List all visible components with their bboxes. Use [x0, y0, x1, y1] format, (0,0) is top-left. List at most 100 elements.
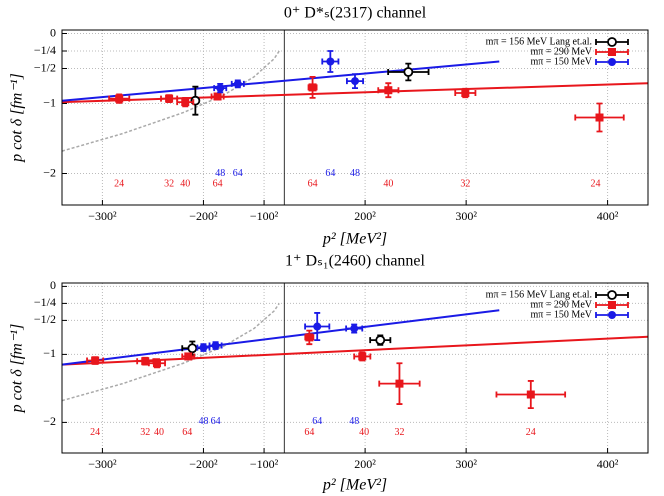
- volume-label: 64: [308, 178, 318, 189]
- y-tick-label: −1/2: [34, 60, 56, 74]
- x-tick-label: 400²: [597, 209, 619, 223]
- legend-label: mπ = 290 MeV: [530, 299, 592, 310]
- volume-label: 64: [233, 168, 243, 179]
- point: [308, 83, 317, 92]
- bound-state-curve: [61, 302, 280, 402]
- point: [216, 84, 225, 93]
- fit-line: [61, 60, 500, 102]
- x-tick-label: 300²: [455, 457, 477, 471]
- y-tick-label: 0: [50, 25, 56, 39]
- volume-label: 48: [350, 168, 360, 179]
- volume-label: 24: [90, 427, 100, 438]
- x-tick-label: −300²: [88, 209, 117, 223]
- legend-label: mπ = 150 MeV: [530, 56, 592, 67]
- y-tick-label: −1: [43, 346, 56, 360]
- volume-label: 40: [383, 178, 393, 189]
- legend-symbol: [608, 48, 616, 56]
- point: [384, 86, 393, 95]
- legend-label: mπ = 290 MeV: [530, 46, 592, 57]
- y-tick-label: −1: [43, 95, 56, 109]
- panel: 1⁺ Dₛ₁(2460) channel p² [MeV²] p cot δ [fm…: [9, 253, 649, 494]
- volume-label: 32: [394, 427, 404, 438]
- legend-symbol: [608, 301, 616, 309]
- volume-label: 64: [312, 416, 322, 427]
- volume-label: 32: [140, 427, 150, 438]
- volume-label: 40: [359, 427, 369, 438]
- volume-label: 24: [114, 178, 124, 189]
- point: [326, 57, 335, 66]
- fit-line: [61, 82, 649, 104]
- panel: 0⁺ D*ₛ(2317) channel p² [MeV²] p cot δ [fm…: [9, 5, 649, 248]
- point: [199, 343, 208, 352]
- volume-label: 64: [182, 427, 192, 438]
- point: [211, 341, 220, 350]
- point: [461, 89, 470, 97]
- legend-label: mπ = 150 MeV: [530, 309, 592, 320]
- legend-symbol: [607, 37, 617, 47]
- y-tick-label: −1/2: [34, 312, 56, 326]
- x-tick-label: 200²: [354, 457, 376, 471]
- fit-line: [61, 309, 500, 366]
- point: [526, 390, 535, 399]
- point: [184, 352, 193, 361]
- point: [152, 359, 161, 368]
- volume-label: 24: [590, 178, 600, 189]
- legend-symbol: [607, 290, 617, 300]
- x-tick-label: 400²: [597, 457, 619, 471]
- point: [181, 98, 190, 107]
- volume-label: 32: [164, 178, 174, 189]
- volume-label: 32: [460, 178, 470, 189]
- point: [187, 343, 198, 354]
- volume-label: 64: [325, 168, 335, 179]
- point: [375, 335, 386, 346]
- point: [165, 94, 174, 103]
- y-tick-label: −1/4: [34, 43, 56, 57]
- y-tick-label: −2: [43, 165, 56, 179]
- x-tick-label: −100²: [250, 457, 279, 471]
- point: [351, 77, 359, 86]
- plot-frame: [61, 29, 649, 206]
- volume-label: 64: [213, 178, 223, 189]
- volume-label: 40: [180, 178, 190, 189]
- x-tick-label: 300²: [455, 209, 477, 223]
- y-axis-label: p cot δ [fm⁻¹]: [9, 73, 26, 163]
- point: [91, 356, 100, 365]
- y-tick-label: 0: [50, 278, 56, 292]
- point: [115, 94, 124, 103]
- volume-label: 24: [526, 427, 536, 438]
- point: [358, 352, 367, 361]
- volume-label: 40: [154, 427, 164, 438]
- point: [395, 379, 404, 388]
- point: [233, 79, 242, 88]
- chart-title: 0⁺ D*ₛ(2317) channel: [284, 5, 427, 22]
- legend-symbol: [608, 58, 616, 66]
- point: [403, 67, 414, 77]
- x-tick-label: −100²: [250, 209, 279, 223]
- legend-label: mπ = 156 MeV Lang et.al.: [486, 36, 592, 47]
- y-axis-label: p cot δ [fm⁻¹]: [9, 324, 26, 414]
- x-tick-label: 200²: [354, 209, 376, 223]
- legend-symbol: [608, 311, 616, 319]
- legend-label: mπ = 156 MeV Lang et.al.: [486, 289, 592, 300]
- y-tick-label: −1/4: [34, 295, 56, 309]
- point: [313, 322, 322, 331]
- x-axis-label: p² [MeV²]: [322, 231, 387, 248]
- x-tick-label: −300²: [88, 457, 117, 471]
- volume-label: 64: [304, 427, 314, 438]
- volume-label: 48: [198, 416, 208, 427]
- plot-frame: [61, 282, 649, 454]
- x-tick-label: −200²: [189, 457, 218, 471]
- x-tick-label: −200²: [189, 209, 218, 223]
- volume-label: 48: [349, 416, 359, 427]
- x-axis-label: p² [MeV²]: [322, 477, 387, 494]
- point: [305, 333, 314, 342]
- point: [141, 357, 150, 366]
- chart-title: 1⁺ Dₛ₁(2460) channel: [285, 253, 426, 270]
- point: [595, 113, 604, 122]
- volume-label: 48: [215, 168, 225, 179]
- y-tick-label: −2: [43, 414, 56, 428]
- point: [213, 92, 222, 101]
- point: [350, 324, 359, 333]
- volume-label: 64: [211, 416, 221, 427]
